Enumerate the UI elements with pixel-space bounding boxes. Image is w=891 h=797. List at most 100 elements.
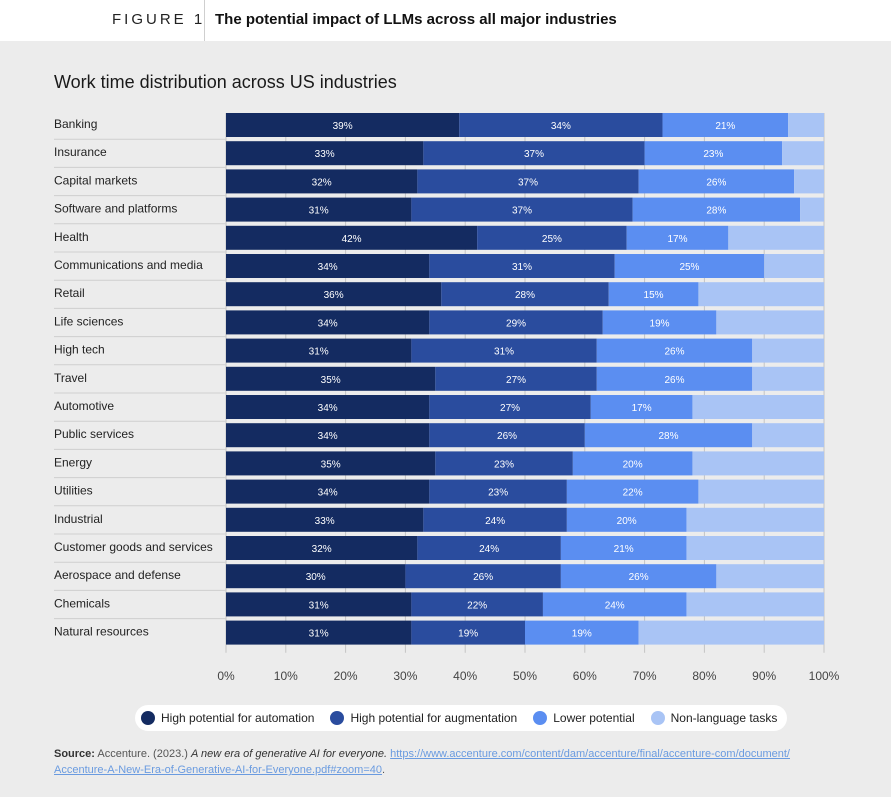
- bar-segment: [572, 451, 693, 476]
- category-label: Insurance: [54, 145, 107, 159]
- bar-segment: [782, 141, 824, 166]
- bar-segment: [226, 592, 412, 617]
- bar-segment: [638, 620, 824, 645]
- bar-segment: [226, 310, 430, 335]
- legend-label: High potential for automation: [161, 711, 315, 725]
- bar-value-label: 31%: [309, 206, 329, 217]
- bar-value-label: 33%: [315, 516, 335, 527]
- bar-value-label: 21%: [715, 121, 735, 132]
- bar-value-label: 25%: [542, 234, 562, 245]
- bar-segment: [525, 620, 639, 645]
- bar-segment: [226, 564, 406, 589]
- bar-value-label: 20%: [623, 459, 643, 470]
- bar-segment: [614, 254, 765, 278]
- source-link[interactable]: https://www.accenture.com/content/dam/ac…: [54, 748, 790, 776]
- bar-segment: [566, 507, 687, 532]
- bar-segment: [429, 254, 615, 278]
- category-label: Aerospace and defense: [54, 568, 181, 582]
- bar-value-label: 26%: [664, 375, 684, 386]
- bar-value-label: 24%: [605, 600, 625, 611]
- bar-segment: [686, 536, 824, 560]
- bar-value-label: 34%: [318, 488, 338, 499]
- bar-value-label: 37%: [512, 206, 532, 217]
- category-label: High tech: [54, 343, 105, 357]
- bar-segment: [417, 169, 639, 194]
- bar-segment: [752, 366, 824, 391]
- bar-value-label: 17%: [667, 234, 687, 245]
- category-label: Communications and media: [54, 258, 203, 272]
- legend-swatch: [330, 711, 345, 725]
- bar-segment: [226, 197, 412, 222]
- legend-item: High potential for augmentation: [330, 711, 517, 725]
- bar-value-label: 33%: [315, 149, 335, 160]
- legend-item: High potential for automation: [141, 711, 314, 725]
- bar-segment: [788, 113, 824, 137]
- source-link-line1: https://www.accenture.com/content/dam/ac…: [390, 748, 790, 760]
- bar-segment: [638, 169, 795, 194]
- bar-segment: [608, 282, 699, 307]
- bar-value-label: 24%: [479, 544, 499, 555]
- bar-segment: [226, 254, 430, 278]
- bar-value-label: 36%: [324, 290, 344, 301]
- bar-segment: [596, 338, 753, 363]
- bar-segment: [411, 620, 525, 645]
- bar-segment: [429, 310, 603, 335]
- x-tick-label: 0%: [217, 669, 235, 683]
- bar-value-label: 19%: [572, 629, 592, 640]
- bar-value-label: 23%: [703, 149, 723, 160]
- bar-segment: [226, 366, 436, 391]
- bar-value-label: 34%: [318, 318, 338, 329]
- bar-segment: [560, 564, 717, 589]
- bar-segment: [800, 197, 824, 222]
- bar-value-label: 26%: [664, 347, 684, 358]
- bar-value-label: 19%: [458, 629, 478, 640]
- x-tick-label: 100%: [809, 669, 840, 683]
- legend-swatch: [650, 711, 665, 725]
- bar-value-label: 39%: [333, 121, 353, 132]
- bar-segment: [435, 366, 597, 391]
- bar-segment: [405, 564, 561, 589]
- legend-label: High potential for augmentation: [350, 711, 518, 725]
- x-tick-label: 50%: [513, 669, 537, 683]
- bar-segment: [794, 169, 824, 194]
- bar-value-label: 35%: [321, 375, 341, 386]
- x-tick-label: 80%: [692, 669, 716, 683]
- bar-segment: [698, 479, 824, 504]
- bar-segment: [686, 592, 824, 617]
- legend-label: Lower potential: [553, 711, 635, 725]
- bar-value-label: 34%: [318, 403, 338, 414]
- bar-segment: [632, 197, 801, 222]
- bar-value-label: 37%: [518, 177, 538, 188]
- bar-segment: [752, 338, 824, 363]
- bar-value-label: 28%: [706, 206, 726, 217]
- bar-value-label: 31%: [309, 600, 329, 611]
- bar-segment: [411, 592, 543, 617]
- figure-label: FIGURE 1: [112, 11, 206, 28]
- bar-segment: [560, 536, 687, 560]
- bar-segment: [226, 169, 418, 194]
- bar-value-label: 29%: [506, 318, 526, 329]
- bar-value-label: 31%: [494, 347, 514, 358]
- bar-value-label: 34%: [318, 431, 338, 442]
- bar-value-label: 28%: [515, 290, 535, 301]
- category-label: Automotive: [54, 399, 114, 413]
- bar-value-label: 27%: [506, 375, 526, 386]
- category-label: Utilities: [54, 484, 93, 498]
- bar-segment: [226, 620, 412, 645]
- bar-value-label: 20%: [617, 516, 637, 527]
- bar-segment: [226, 141, 424, 166]
- bar-segment: [692, 395, 824, 419]
- legend-label: Non-language tasks: [670, 711, 778, 725]
- bar-segment: [590, 395, 693, 419]
- bar-segment: [226, 225, 478, 250]
- bar-value-label: 24%: [485, 516, 505, 527]
- bar-segment: [441, 282, 609, 307]
- bar-segment: [226, 479, 430, 504]
- bar-value-label: 19%: [650, 318, 670, 329]
- bar-segment: [477, 225, 627, 250]
- source-text: Accenture. (2023.): [97, 748, 191, 760]
- bar-value-label: 26%: [629, 572, 649, 583]
- category-label: Customer goods and services: [54, 540, 213, 554]
- bar-value-label: 26%: [497, 431, 517, 442]
